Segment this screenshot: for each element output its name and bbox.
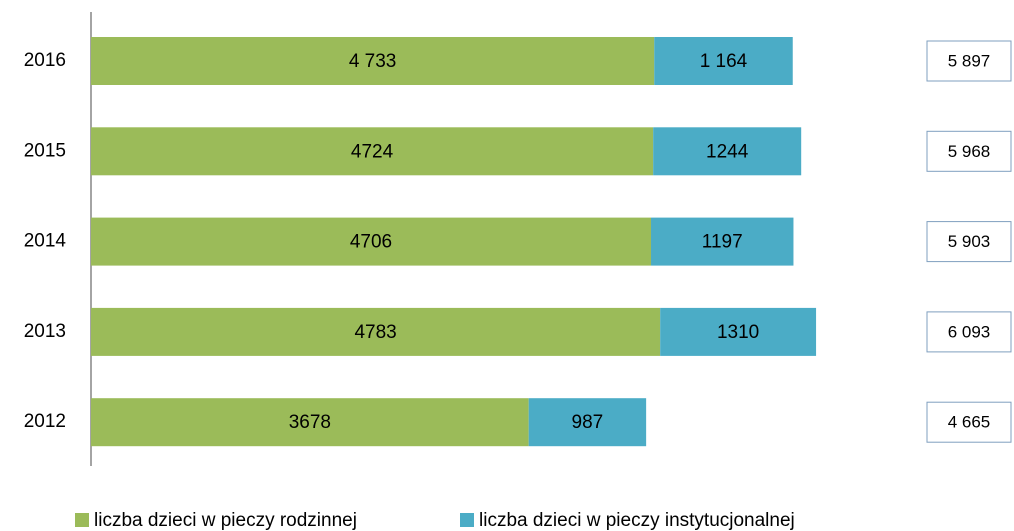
bar-segment xyxy=(660,307,817,356)
y-tick-label: 2015 xyxy=(24,140,66,161)
legend-label: liczba dzieci w pieczy instytucjonalnej xyxy=(479,510,795,531)
data-label: 987 xyxy=(572,412,604,433)
data-label: 1310 xyxy=(717,322,759,343)
data-label: 4 733 xyxy=(349,51,397,72)
data-label: 3678 xyxy=(289,412,331,433)
bar-segment xyxy=(91,307,661,356)
bar-segment xyxy=(91,127,654,176)
total-label: 5 903 xyxy=(948,232,991,251)
y-tick-label: 2016 xyxy=(24,50,66,71)
data-label: 1197 xyxy=(702,232,743,253)
total-label: 6 093 xyxy=(948,322,991,341)
bar-segment xyxy=(91,37,655,85)
data-label: 1244 xyxy=(706,141,749,162)
data-label: 1 164 xyxy=(700,51,748,72)
bar-segment xyxy=(651,217,794,266)
total-label: 4 665 xyxy=(948,413,991,432)
y-tick-label: 2014 xyxy=(24,231,67,252)
total-box xyxy=(926,40,1012,82)
total-box xyxy=(926,311,1012,353)
total-box xyxy=(926,130,1012,172)
bar-segment xyxy=(91,217,652,266)
data-label: 4706 xyxy=(350,232,392,253)
y-tick-label: 2013 xyxy=(24,321,66,342)
data-label: 4783 xyxy=(354,322,396,343)
legend-swatch xyxy=(75,513,89,527)
legend-swatch xyxy=(460,513,474,527)
total-box xyxy=(926,401,1012,443)
bar-segment xyxy=(653,127,802,176)
total-label: 5 968 xyxy=(948,142,991,161)
bar-segment xyxy=(654,37,793,85)
data-label: 4724 xyxy=(351,141,394,162)
total-box xyxy=(926,221,1012,263)
bar-segment xyxy=(528,398,647,447)
y-tick-label: 2012 xyxy=(24,411,66,432)
bar-segment xyxy=(91,398,529,447)
legend-label: liczba dzieci w pieczy rodzinnej xyxy=(94,510,357,531)
total-label: 5 897 xyxy=(948,51,991,70)
